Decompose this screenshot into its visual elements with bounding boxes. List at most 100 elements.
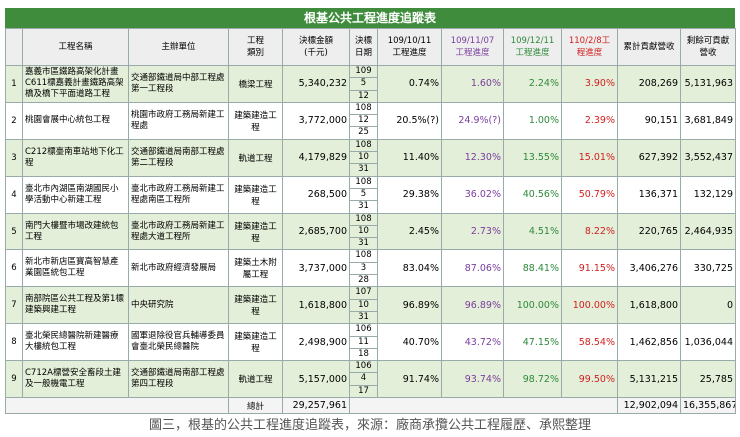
date-part: 4	[350, 373, 377, 386]
table-cell: 100.00%	[561, 286, 618, 325]
table-cell: 91.15%	[561, 249, 618, 288]
table-cell: 1,036,044	[680, 323, 736, 362]
table-cell: 建築土木附屬工程	[228, 249, 283, 288]
header-text: 程進度	[576, 48, 603, 58]
date-part: 18	[358, 348, 369, 359]
date-cell: 108 5 31	[349, 175, 378, 214]
table-cell: 南部院區公共工程及第1標建築興建工程	[22, 286, 129, 325]
table-row: 3 C212標臺南車站地下化工程 交通部鐵道局南部工程處第二工程段 軌道工程 4,179…	[5, 138, 736, 177]
table-cell: 268,500	[282, 175, 350, 214]
table-cell: 建築建造工程	[228, 175, 283, 214]
date-part: 10	[350, 152, 377, 165]
table-cell: 87.06%	[441, 249, 504, 288]
table-cell: 5,157,000	[282, 360, 350, 399]
table-cell: 6	[5, 249, 23, 288]
blank-cell	[5, 397, 229, 415]
table-cell: 330,725	[680, 249, 736, 288]
table-cell: 3,681,849	[680, 101, 736, 140]
date-part: 3	[350, 263, 377, 276]
table-cell: 中央研究院	[128, 286, 229, 325]
table-cell: 47.15%	[503, 323, 562, 362]
header-text: 工程進度	[515, 48, 550, 58]
table-cell: 43.72%	[441, 323, 504, 362]
date-part: 31	[358, 238, 369, 249]
table-cell: 1.60%	[441, 65, 504, 103]
table-cell: 2.45%	[377, 212, 442, 251]
table-cell: 208,269	[617, 65, 681, 103]
header-cell: 主辦單位	[128, 28, 229, 66]
table-cell: 5,131,963	[680, 65, 736, 103]
table-cell: 3.90%	[561, 65, 618, 103]
date-part: 11	[350, 337, 377, 349]
date-cell: 108 12 25	[349, 101, 378, 140]
table-cell: 軌道工程	[228, 138, 283, 177]
table-cell: 1,618,800	[282, 286, 350, 325]
table-cell: 桃園市政府工務局新建工程處	[128, 101, 229, 140]
table-cell: 4	[5, 175, 23, 214]
table-title: 根基公共工程進度追蹤表	[5, 8, 735, 28]
table-cell: 90,151	[617, 101, 681, 140]
table-cell: 臺北市政府工務局新建工程處南區工程所	[128, 175, 229, 214]
table-cell: 5,131,215	[617, 360, 681, 399]
header-text: 決標金額	[298, 36, 333, 46]
date-cell: 108 3 28	[349, 249, 378, 288]
table-cell: 8.22%	[561, 212, 618, 251]
table-row: 4 臺北市內湖區南湖國民小學活動中心新建工程 臺北市政府工務局新建工程處南區工程所建…	[5, 175, 736, 214]
total-label: 總計	[228, 397, 283, 415]
table-cell: 4.51%	[503, 212, 562, 251]
date-part: 108	[350, 140, 377, 153]
header-text: 109/11/07	[450, 36, 495, 46]
date-part: 12	[358, 90, 369, 101]
table-cell: 1.00%	[503, 101, 562, 140]
date-cell: 108 10 31	[349, 138, 378, 177]
table-cell: 新北市新店區寶高智慧產業園區統包工程	[22, 249, 129, 288]
table-cell: 臺北市政府工務局新建工程處大道工程所	[128, 212, 229, 251]
date-part: 25	[358, 127, 369, 138]
total-rem: 16,355,867	[680, 397, 736, 415]
table-cell: 50.79%	[561, 175, 618, 214]
table-cell: 96.89%	[441, 286, 504, 325]
table-row: 9 C712A標營安全畜段土建及一般機電工程 交通部鐵道局南部工程處第四工程段 軌道工…	[5, 360, 736, 399]
header-text: 109/10/11	[387, 36, 432, 46]
table-cell: 24.9%(?)	[441, 101, 504, 140]
total-amount: 29,257,961	[282, 397, 350, 415]
header-cell: 累計貢獻營收	[617, 28, 681, 66]
table-cell: C712A標營安全畜段土建及一般機電工程	[22, 360, 129, 399]
header-cell: 109/12/11 工程進度	[503, 28, 562, 66]
table-cell: 40.56%	[503, 175, 562, 214]
table-cell: 25,785	[680, 360, 736, 399]
table-cell: 3,737,000	[282, 249, 350, 288]
table-cell: 1,462,856	[617, 323, 681, 362]
date-part: 5	[350, 189, 377, 202]
header-cell: 109/11/07 工程進度	[441, 28, 504, 66]
header-text: 109/12/11	[510, 36, 555, 46]
table-cell: 5	[5, 212, 23, 251]
date-part: 107	[350, 288, 377, 300]
date-part: 106	[350, 362, 377, 374]
table-cell: 南門大樓暨市場改建統包工程	[22, 212, 129, 251]
header-text: 類別	[246, 48, 264, 58]
header-text: 工程進度	[455, 48, 490, 58]
table-cell: 建築建造工程	[228, 323, 283, 362]
table-cell: 8	[5, 323, 23, 362]
table-cell: 交通部鐵道局南部工程處第四工程段	[128, 360, 229, 399]
date-part: 17	[358, 385, 369, 396]
table-cell: 96.89%	[377, 286, 442, 325]
table-cell: 1,618,800	[617, 286, 681, 325]
header-text: 營收	[699, 48, 717, 58]
header-cell: 剩餘可貢獻 營收	[680, 28, 736, 66]
header-cell: 工程 類別	[228, 28, 283, 66]
table-cell: 建築建造工程	[228, 101, 283, 140]
header-text: 決標	[354, 36, 372, 46]
header-text: (千元)	[304, 48, 328, 58]
date-part: 28	[358, 275, 369, 286]
table-row: 5 南門大樓暨市場改建統包工程 臺北市政府工務局新建工程處大道工程所 建築建造工程 2,…	[5, 212, 736, 251]
table-cell: 132,129	[680, 175, 736, 214]
table-cell: 4,179,829	[282, 138, 350, 177]
table-cell: 3,772,000	[282, 101, 350, 140]
header-cell: 109/10/11 工程進度	[377, 28, 442, 66]
table-cell: 100.00%	[503, 286, 562, 325]
date-part: 31	[358, 311, 369, 322]
table-cell: 國軍退除役官兵輔導委員會臺北榮民總醫院	[128, 323, 229, 362]
table-cell: 627,392	[617, 138, 681, 177]
